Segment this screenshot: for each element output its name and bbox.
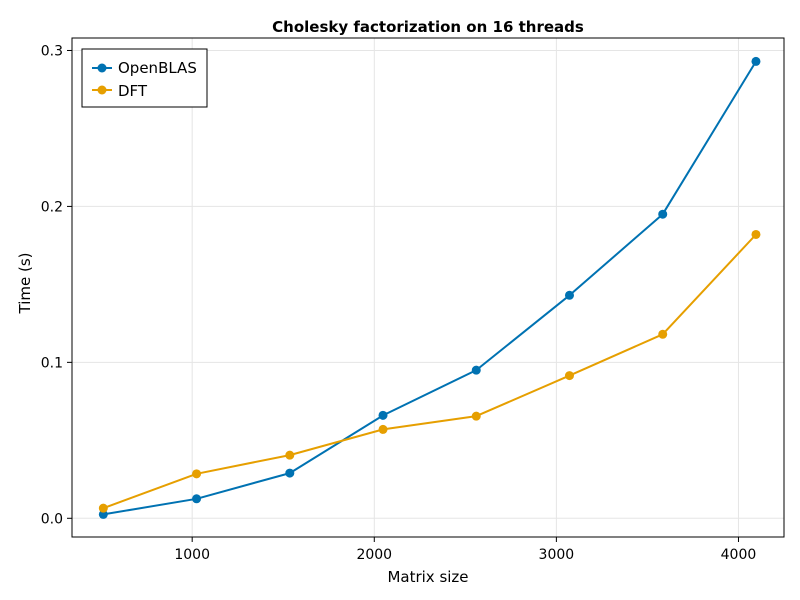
legend-box — [81, 48, 208, 108]
data-point-openblas — [471, 365, 481, 375]
legend: OpenBLAS DFT — [81, 48, 208, 108]
data-point-openblas — [658, 209, 668, 219]
legend-label-openblas: OpenBLAS — [118, 59, 197, 77]
data-point-dft — [192, 469, 202, 479]
data-point-openblas — [285, 468, 295, 478]
data-point-openblas — [192, 494, 202, 504]
data-point-dft — [658, 329, 668, 339]
legend-label-dft: DFT — [118, 82, 148, 100]
data-point-dft — [564, 371, 574, 381]
series-line-dft — [102, 233, 757, 510]
data-point-dft — [471, 411, 481, 421]
x-tick-label: 2000 — [356, 547, 392, 563]
series — [98, 56, 761, 519]
data-point-openblas — [564, 290, 574, 300]
x-axis-label: Matrix size — [387, 568, 468, 586]
y-tick-label: 0.3 — [41, 43, 63, 59]
y-tick-label: 0.0 — [41, 511, 63, 527]
x-tick-label: 4000 — [721, 547, 757, 563]
y-axis-label: Time (s) — [16, 253, 34, 315]
ticks: 1000 2000 3000 4000 0.0 0.1 0.2 0.3 — [41, 43, 757, 563]
y-tick-label: 0.2 — [41, 199, 63, 215]
plot-frame — [71, 37, 785, 538]
data-point-openblas — [378, 410, 388, 420]
data-point-dft — [378, 424, 388, 434]
x-tick-label: 3000 — [539, 547, 575, 563]
data-point-dft — [98, 503, 108, 513]
data-point-dft — [751, 229, 761, 239]
legend-marker-dft — [97, 85, 107, 95]
y-tick-label: 0.1 — [41, 355, 63, 371]
x-tick-label: 1000 — [174, 547, 210, 563]
data-point-openblas — [751, 56, 761, 66]
data-point-openblas — [98, 509, 108, 519]
chart-title: Cholesky factorization on 16 threads — [272, 18, 584, 36]
legend-marker-openblas — [97, 63, 107, 73]
series-line-openblas — [103, 60, 757, 516]
data-point-dft — [285, 450, 295, 460]
